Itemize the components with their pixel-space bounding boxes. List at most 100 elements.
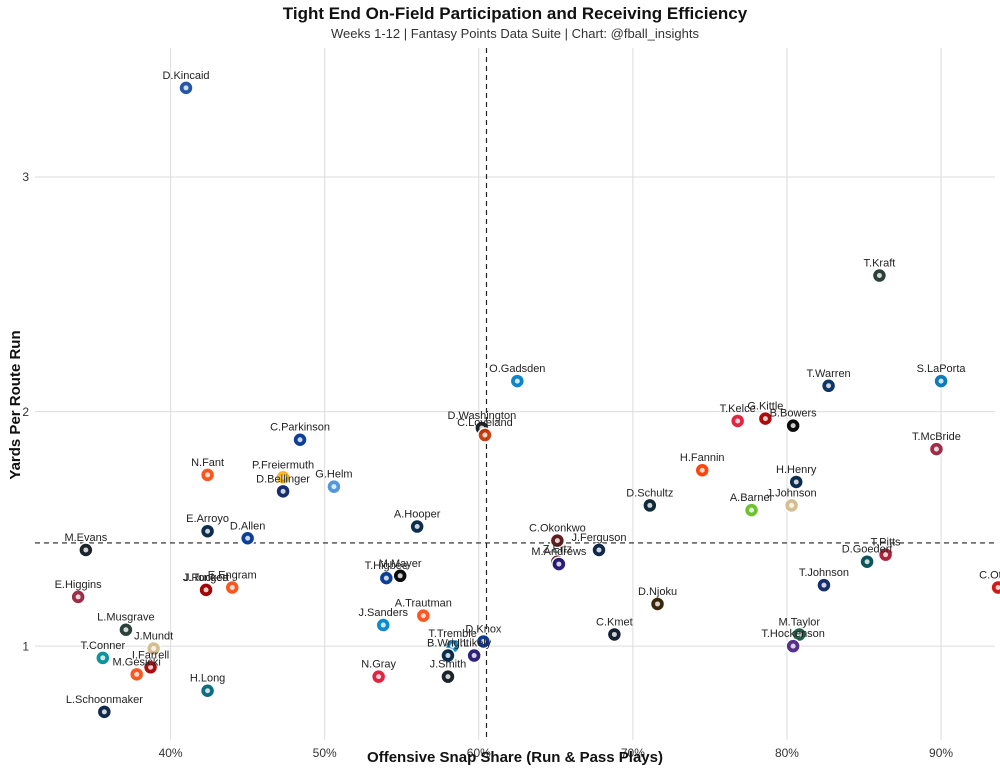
point-label: B.Bowers bbox=[770, 408, 818, 420]
point-label: E.Arroyo bbox=[186, 513, 229, 525]
data-point: C.Kmet bbox=[596, 616, 633, 643]
point-label: S.LaPorta bbox=[917, 363, 967, 375]
data-point: G.Kittle bbox=[747, 401, 783, 427]
x-tick-label: 50% bbox=[313, 746, 337, 760]
data-point: T.Kelce bbox=[720, 403, 756, 429]
point-label: J.Ruckert bbox=[183, 572, 229, 584]
point-label: J.Tonges bbox=[184, 572, 229, 584]
team-logo-marker-inner bbox=[876, 273, 882, 279]
point-label: D.Njoku bbox=[638, 586, 677, 598]
data-point: D.Knox bbox=[465, 623, 502, 650]
point-label: J.Smith bbox=[430, 659, 467, 671]
point-label: M.Andrews bbox=[531, 546, 587, 558]
point-label: H.Long bbox=[190, 673, 225, 685]
data-point: T.Johnson bbox=[799, 567, 849, 593]
team-logo-marker-inner bbox=[790, 643, 796, 649]
team-logo-marker-inner bbox=[821, 582, 827, 588]
data-point: C.Loveland bbox=[457, 417, 513, 443]
point-label: M.Mayer bbox=[379, 558, 422, 570]
x-tick-label: 90% bbox=[929, 746, 953, 760]
data-point: B.Wright bbox=[427, 638, 469, 664]
data-point: T.McBride bbox=[912, 431, 961, 457]
point-label: T.McBride bbox=[912, 431, 961, 443]
point-label: T.Kelce bbox=[720, 403, 756, 415]
data-point: J.Smith bbox=[430, 659, 467, 685]
team-logo-marker-inner bbox=[796, 631, 802, 637]
point-label: T.Pitts bbox=[871, 537, 901, 549]
data-point: B.Bowers bbox=[770, 408, 818, 434]
y-axis-ticks: 1 2 3 bbox=[22, 170, 29, 653]
team-logo-marker-inner bbox=[445, 674, 451, 680]
team-logo-marker-inner bbox=[331, 484, 337, 490]
x-axis-ticks: 40% 50% 60% 70% 80% 90% bbox=[159, 746, 954, 760]
data-point: L.Schoonmaker bbox=[66, 694, 143, 720]
team-logo-marker-inner bbox=[205, 688, 211, 694]
point-label: N.Fant bbox=[191, 457, 224, 469]
data-point: J.Ferguson bbox=[571, 532, 626, 558]
data-point: J.Sanders bbox=[358, 607, 409, 633]
data-point: N.Fant bbox=[191, 457, 224, 483]
data-point: P.Freiermuth bbox=[252, 459, 314, 486]
data-point: T.Warren bbox=[806, 368, 851, 394]
team-logo-marker-inner bbox=[100, 655, 106, 661]
team-logo-marker-inner bbox=[203, 587, 209, 593]
point-label: I.Farrell bbox=[132, 649, 169, 661]
team-logo-marker-inner bbox=[471, 653, 477, 659]
team-logo-marker-inner bbox=[148, 664, 154, 670]
data-point: M.Taylor bbox=[779, 616, 820, 643]
point-label: Z.Ertz bbox=[543, 544, 572, 556]
data-point: C.Okonkwo bbox=[529, 523, 586, 549]
grid-lines bbox=[35, 48, 995, 740]
data-point: T.Kraft bbox=[864, 258, 896, 284]
point-label: T.Tremble bbox=[428, 628, 477, 640]
data-point: E.Engram bbox=[208, 570, 257, 596]
point-label: J.Ferguson bbox=[571, 532, 626, 544]
data-point: D.Kincaid bbox=[162, 70, 210, 96]
data-point: T.Higbee bbox=[365, 560, 408, 586]
team-logo-marker-inner bbox=[376, 674, 382, 680]
team-logo-marker-inner bbox=[123, 627, 129, 633]
data-point: A.Trautman bbox=[395, 598, 452, 624]
team-logo-marker-inner bbox=[514, 378, 520, 384]
team-logo-marker-inner bbox=[735, 418, 741, 424]
point-label: J.Sanders bbox=[358, 607, 408, 619]
team-logo-marker-inner bbox=[611, 631, 617, 637]
data-point: J.Johnson bbox=[767, 487, 817, 514]
data-point: M.Andrews bbox=[531, 546, 587, 572]
team-logo-marker-inner bbox=[297, 437, 303, 443]
x-tick-label: 80% bbox=[775, 746, 799, 760]
data-point: L.Musgrave bbox=[97, 612, 155, 638]
team-logo-marker-inner bbox=[383, 575, 389, 581]
y-tick-label: 3 bbox=[22, 170, 29, 184]
data-point: H.Long bbox=[190, 673, 225, 699]
point-label: L.Musgrave bbox=[97, 612, 154, 624]
team-logo-marker-inner bbox=[789, 502, 795, 508]
team-logo-marker-inner bbox=[245, 535, 251, 541]
team-logo-marker-inner bbox=[762, 416, 768, 422]
data-point: H.Fannin bbox=[680, 452, 725, 478]
point-label: M.Gesicki bbox=[113, 656, 161, 668]
data-points: D.Kincaid T.Kraft S.LaPorta T.Warren O.Gadsd… bbox=[55, 70, 1000, 720]
team-logo-marker-inner bbox=[790, 423, 796, 429]
y-axis-title: Yards Per Route Run bbox=[7, 330, 24, 479]
point-label: T.Kraft bbox=[864, 258, 896, 270]
point-label: T.Conner bbox=[80, 640, 125, 652]
team-logo-marker-inner bbox=[280, 488, 286, 494]
team-logo-marker-inner bbox=[556, 561, 562, 567]
data-point: M.Mayer bbox=[379, 558, 422, 584]
team-logo-marker-inner bbox=[205, 528, 211, 534]
data-point: G.Helm bbox=[315, 469, 353, 495]
data-point: E.Higgins bbox=[55, 579, 103, 605]
team-logo-marker-inner bbox=[596, 547, 602, 553]
y-tick-label: 1 bbox=[22, 639, 29, 653]
point-label: E.Higgins bbox=[55, 579, 103, 591]
team-logo-marker-inner bbox=[480, 638, 486, 644]
data-point: I.Likely bbox=[457, 638, 492, 664]
point-label: C.Otton bbox=[979, 570, 1000, 582]
team-logo-marker-inner bbox=[826, 383, 832, 389]
team-logo-marker-inner bbox=[380, 622, 386, 628]
point-label: J.Johnson bbox=[767, 487, 817, 499]
chart-subtitle: Weeks 1-12 | Fantasy Points Data Suite |… bbox=[331, 26, 699, 41]
team-logo-marker-inner bbox=[101, 709, 107, 715]
team-logo-marker-inner bbox=[280, 474, 286, 480]
